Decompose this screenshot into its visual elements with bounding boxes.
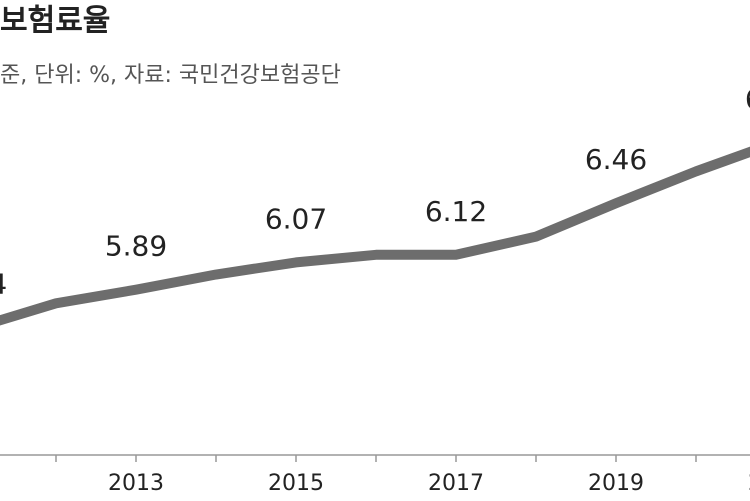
x-tick-label: 2019 [588,471,644,496]
x-tick-label: 2021 [748,471,750,496]
x-tick-label: 2015 [268,471,324,496]
data-line [0,146,750,326]
value-label: 6.46 [585,143,647,176]
x-tick-label: 2013 [108,471,164,496]
x-tick-label: 2017 [428,471,484,496]
value-label: 5.64 [0,268,7,301]
value-label: 5.89 [105,230,167,263]
value-label: 6.07 [265,202,327,235]
value-label: 6.12 [425,195,487,228]
chart-subtitle: 준, 단위: %, 자료: 국민건강보험공단 [0,63,341,88]
value-label: 6.86 [745,83,750,116]
chart-title: 보험료율 [0,4,110,39]
